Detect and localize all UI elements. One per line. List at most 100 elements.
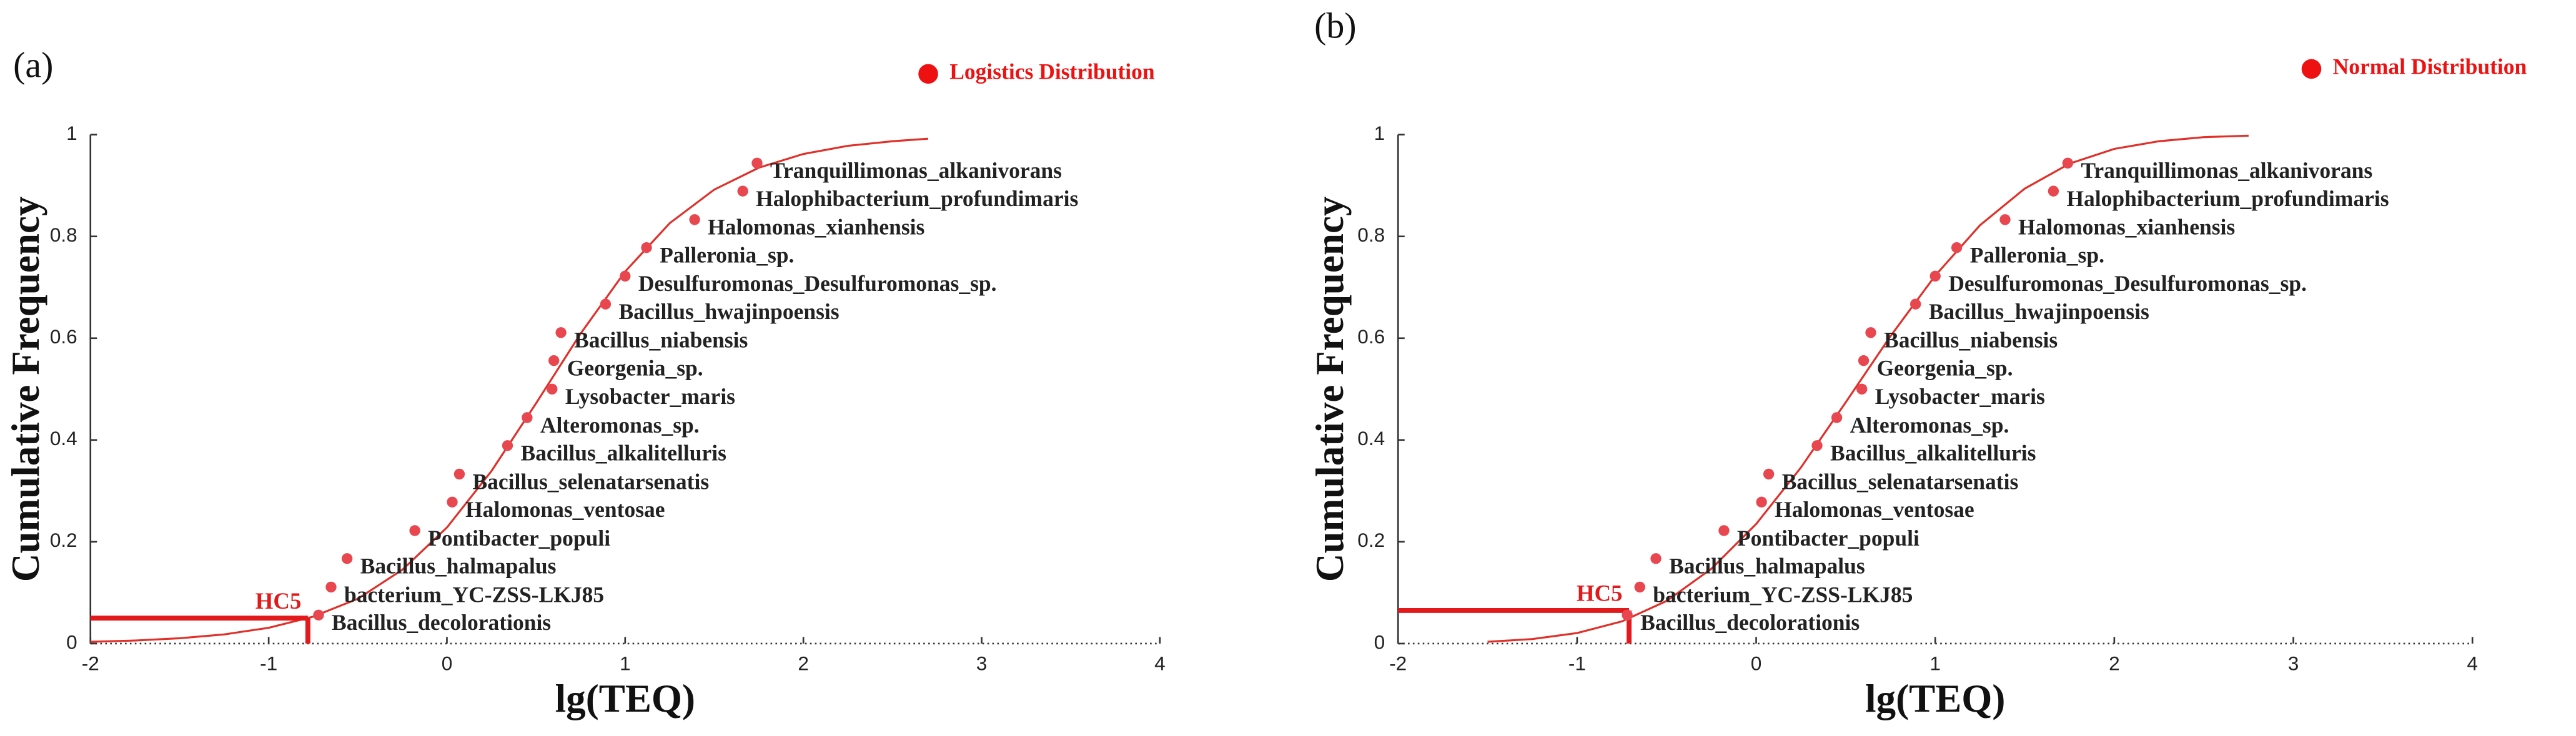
legend-label: Logistics Distribution [949, 59, 1155, 84]
point-label: Bacillus_niabensis [1884, 328, 2058, 353]
data-point [600, 298, 612, 310]
data-point [313, 609, 324, 621]
data-point [1650, 553, 1662, 564]
data-point [1634, 581, 1645, 593]
data-point [2062, 157, 2074, 169]
x-tick-label: -1 [1568, 652, 1586, 674]
fit-curve [90, 137, 929, 643]
point-label: Bacillus_selenatarsenatis [1782, 469, 2019, 494]
data-point [548, 355, 560, 366]
point-label: Halomonas_xianhensis [708, 215, 924, 240]
y-tick-label: 0.8 [50, 223, 77, 246]
data-point [1930, 270, 1941, 282]
point-label: Lysobacter_maris [1875, 384, 2045, 409]
data-point [1999, 214, 2011, 225]
x-axis-label: lg(TEQ) [555, 677, 695, 720]
point-label: Georgenia_sp. [567, 356, 703, 381]
data-point [689, 214, 700, 225]
legend-marker [918, 64, 938, 84]
point-label: Desulfuromonas_Desulfuromonas_sp. [638, 271, 997, 296]
data-point [1811, 440, 1823, 451]
y-tick-label: 0.6 [50, 325, 77, 348]
point-label: Bacillus_halmapalus [1669, 554, 1865, 579]
point-label: Bacillus_hwajinpoensis [618, 299, 839, 324]
panel-label: (b) [1314, 6, 1356, 46]
x-tick-label: 3 [2288, 652, 2299, 674]
point-label: Pontibacter_populi [428, 526, 610, 551]
x-tick-label: 0 [1751, 652, 1762, 674]
y-tick-label: 0 [66, 631, 77, 653]
data-point [1622, 609, 1633, 621]
x-tick-label: -2 [82, 652, 99, 674]
point-label: Halomonas_ventosae [465, 497, 665, 522]
point-label: Tranquillimonas_alkanivorans [2081, 158, 2372, 183]
data-point [1856, 383, 1868, 395]
x-axis-label: lg(TEQ) [1865, 677, 2005, 720]
data-point [325, 581, 337, 593]
data-point [1718, 525, 1730, 536]
point-label: Halomonas_xianhensis [2018, 215, 2235, 240]
x-tick-label: 3 [976, 652, 988, 674]
y-tick-label: 0.2 [50, 529, 77, 551]
point-label: bacterium_YC-ZSS-LKJ85 [1653, 582, 1913, 607]
point-label: Pontibacter_populi [1737, 526, 1920, 551]
x-tick-label: 2 [2109, 652, 2120, 674]
y-axis-label: Cumulative Frequency [1308, 196, 1352, 582]
y-tick-label: 1 [66, 122, 77, 144]
x-tick-label: 4 [2467, 652, 2478, 674]
y-tick-label: 1 [1374, 122, 1385, 144]
point-label: Desulfuromonas_Desulfuromonas_sp. [1948, 271, 2307, 296]
data-point [1951, 242, 1963, 253]
data-point [409, 525, 420, 536]
point-label: Halomonas_ventosae [1775, 497, 1974, 522]
data-point [751, 157, 763, 169]
x-tick-label: 4 [1154, 652, 1166, 674]
point-label: Bacillus_selenatarsenatis [472, 469, 709, 494]
data-point [555, 327, 567, 338]
data-point [641, 242, 652, 253]
panel-label: (a) [13, 45, 53, 86]
data-point [453, 468, 465, 480]
data-point [522, 412, 533, 423]
data-point [341, 553, 353, 564]
data-point [620, 270, 631, 282]
legend-marker [2301, 59, 2322, 79]
data-point [447, 496, 458, 508]
data-point [1763, 468, 1775, 480]
point-label: Bacillus_decolorationis [332, 610, 551, 635]
data-point [502, 440, 513, 451]
hc5-label: HC5 [1577, 581, 1623, 606]
y-tick-label: 0.6 [1357, 325, 1385, 348]
point-label: Palleronia_sp. [1970, 243, 2104, 268]
point-label: Georgenia_sp. [1877, 356, 2013, 381]
y-tick-label: 0.8 [1357, 223, 1385, 246]
x-tick-label: -1 [260, 652, 277, 674]
point-label: Halophibacterium_profundimaris [756, 186, 1078, 211]
x-tick-label: 1 [620, 652, 631, 674]
data-point [1756, 496, 1767, 508]
point-label: Palleronia_sp. [660, 243, 794, 268]
point-label: bacterium_YC-ZSS-LKJ85 [344, 582, 604, 607]
point-label: Bacillus_alkalitelluris [1830, 441, 2036, 466]
x-tick-label: -2 [1389, 652, 1407, 674]
hc5-label: HC5 [255, 588, 302, 614]
point-label: Bacillus_niabensis [574, 328, 748, 353]
x-tick-label: 1 [1930, 652, 1941, 674]
point-label: Halophibacterium_profundimaris [2066, 186, 2389, 211]
x-tick-label: 0 [442, 652, 453, 674]
y-tick-label: 0.4 [1357, 427, 1385, 449]
x-tick-label: 2 [798, 652, 809, 674]
fit-curve [1487, 134, 2249, 643]
data-point [1858, 355, 1870, 366]
data-point [737, 185, 748, 197]
legend-label: Normal Distribution [2333, 54, 2527, 79]
point-label: Bacillus_alkalitelluris [521, 441, 726, 466]
point-label: Alteromonas_sp. [540, 413, 700, 438]
data-point [1831, 412, 1843, 423]
point-label: Alteromonas_sp. [1850, 413, 2009, 438]
data-point [547, 383, 558, 395]
y-axis-label: Cumulative Frequency [4, 196, 47, 582]
y-tick-label: 0.2 [1357, 529, 1385, 551]
